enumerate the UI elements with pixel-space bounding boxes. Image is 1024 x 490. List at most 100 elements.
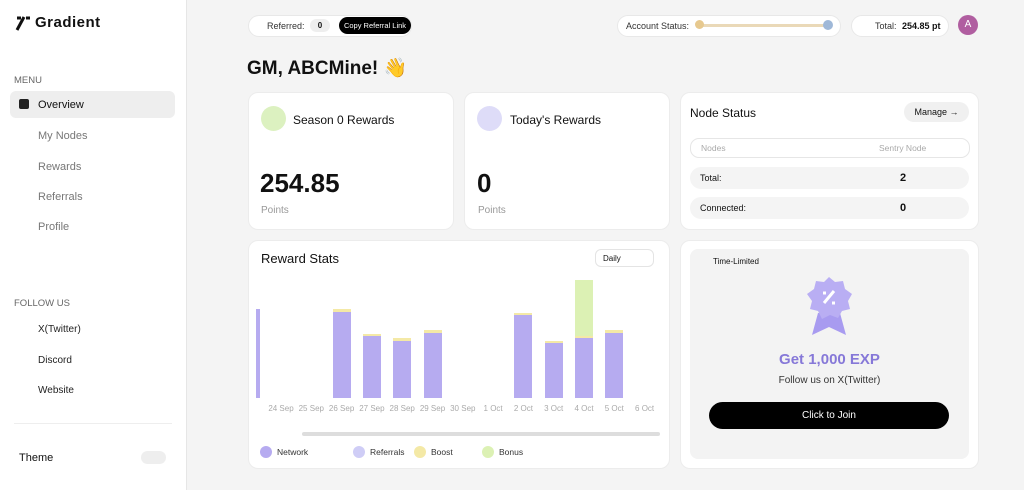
promo-medal: [807, 277, 852, 335]
plot: 24 Sep 25 Sep 26 Sep 27 Sep 28 Sep 29 Sep 30 S…: [256, 270, 661, 430]
bar-segment: [605, 333, 624, 398]
bar-segment: [514, 315, 533, 398]
status-end: [823, 20, 833, 30]
dropdown[interactable]: Daily: [595, 249, 654, 267]
legend-label: Bonus: [499, 447, 524, 457]
link[interactable]: Discord: [38, 355, 72, 366]
promo-title: Get 1,000 EXP: [779, 351, 880, 368]
promo-badge: Time-Limited: [713, 257, 759, 266]
menu-item[interactable]: Rewards: [38, 161, 82, 173]
row-label: Total:: [700, 173, 722, 183]
x-tick-label: 3 Oct: [544, 404, 564, 413]
promo-subtitle: Follow us on X(Twitter): [778, 375, 881, 386]
account-status: Account Status:: [626, 21, 690, 31]
node-title: Node Status: [690, 106, 757, 120]
copy-button[interactable]: Copy Referral Link: [339, 17, 411, 34]
card-title: Season 0 Rewards: [293, 113, 395, 127]
x-tick-label: 28 Sep: [389, 404, 415, 413]
bar-segment: [256, 309, 260, 398]
bar-segment: [393, 338, 412, 341]
card-value: 0: [477, 168, 492, 198]
manage-button[interactable]: Manage →: [904, 102, 969, 122]
x-tick-label: 2 Oct: [513, 404, 533, 413]
x-tick-label: 24 Sep: [268, 404, 294, 413]
legend-swatch: [353, 446, 365, 458]
bar-segment: [575, 280, 593, 337]
card-unit: Points: [261, 205, 289, 216]
bar-segment: [605, 330, 624, 334]
join-button[interactable]: Click to Join: [709, 402, 949, 429]
status-knob: [695, 20, 704, 29]
menu-item[interactable]: My Nodes: [38, 130, 88, 142]
x-tick-label: 4 Oct: [574, 404, 594, 413]
x-tick-label: 6 Oct: [635, 404, 655, 413]
bar-segment: [423, 330, 442, 334]
card-title: Today's Rewards: [510, 113, 601, 127]
referred-label: Referred:: [267, 21, 305, 31]
x-tick-label: 30 Sep: [450, 404, 476, 413]
header-cell: Sentry Node: [879, 143, 927, 153]
avatar[interactable]: A: [958, 15, 978, 35]
row-label: Connected:: [700, 203, 747, 213]
link[interactable]: X(Twitter): [38, 324, 81, 335]
menu-item[interactable]: Profile: [38, 221, 70, 233]
theme-label: Theme: [19, 452, 54, 464]
bar-segment: [393, 340, 412, 398]
bar-segment: [362, 334, 381, 337]
header-cell: Nodes: [701, 143, 726, 153]
legend-label: Network: [277, 447, 309, 457]
sidebar: Gradient MENU Overview My Nodes Rewards …: [0, 0, 187, 490]
menu-item[interactable]: Overview: [38, 99, 84, 111]
card-value: 254.85: [260, 168, 340, 198]
node-header: [690, 138, 970, 158]
referred-count: 0: [310, 19, 330, 32]
legend-label: Boost: [431, 447, 453, 457]
bar-segment: [362, 336, 381, 398]
x-tick-label: 1 Oct: [483, 404, 503, 413]
x-tick-label: 29 Sep: [419, 404, 446, 413]
x-tick-label: 27 Sep: [359, 404, 385, 413]
card-unit: Points: [478, 205, 506, 216]
legend: Network Referrals Boost Bonus: [260, 446, 660, 460]
bar-segment: [423, 333, 442, 398]
row-value: 2: [900, 172, 907, 184]
bar-segment: [575, 338, 593, 398]
bar-segment: [332, 312, 351, 398]
chart-card: [248, 240, 670, 469]
node-row: [690, 197, 969, 219]
node-row: [690, 167, 969, 189]
legend-swatch: [260, 446, 272, 458]
bar-segment: [514, 313, 533, 316]
bar-segment: [544, 340, 563, 343]
active-item[interactable]: [10, 91, 175, 118]
total-pill: [851, 15, 949, 37]
menu-icon: [19, 99, 29, 109]
status-track: [698, 24, 828, 27]
legend-label: Referrals: [370, 447, 405, 457]
legend-swatch: [482, 446, 494, 458]
menu-label: MENU: [14, 75, 42, 86]
bar-segment: [332, 309, 351, 313]
card-icon: [261, 106, 286, 131]
total-label: Total:: [875, 21, 897, 31]
bar-segment: [544, 342, 563, 398]
menu-item[interactable]: Referrals: [38, 191, 83, 203]
legend-swatch: [414, 446, 426, 458]
scrollbar[interactable]: [302, 432, 660, 436]
chart-title: Reward Stats: [261, 251, 340, 266]
follow-label: FOLLOW US: [14, 298, 70, 309]
x-tick-label: 25 Sep: [298, 404, 324, 413]
bar-segment: [575, 336, 593, 339]
logo-icon: [15, 16, 30, 31]
x-tick-label: 5 Oct: [604, 404, 624, 413]
logo: Gradient: [35, 14, 101, 31]
row-value: 0: [900, 202, 907, 214]
x-tick-label: 26 Sep: [328, 404, 355, 413]
divider: [14, 423, 172, 424]
card-icon: [477, 106, 502, 131]
link[interactable]: Website: [38, 385, 74, 396]
total-value: 254.85 pt: [902, 21, 941, 31]
theme-toggle[interactable]: [141, 451, 166, 464]
greeting: GM, ABCMine! 👋: [247, 58, 408, 79]
